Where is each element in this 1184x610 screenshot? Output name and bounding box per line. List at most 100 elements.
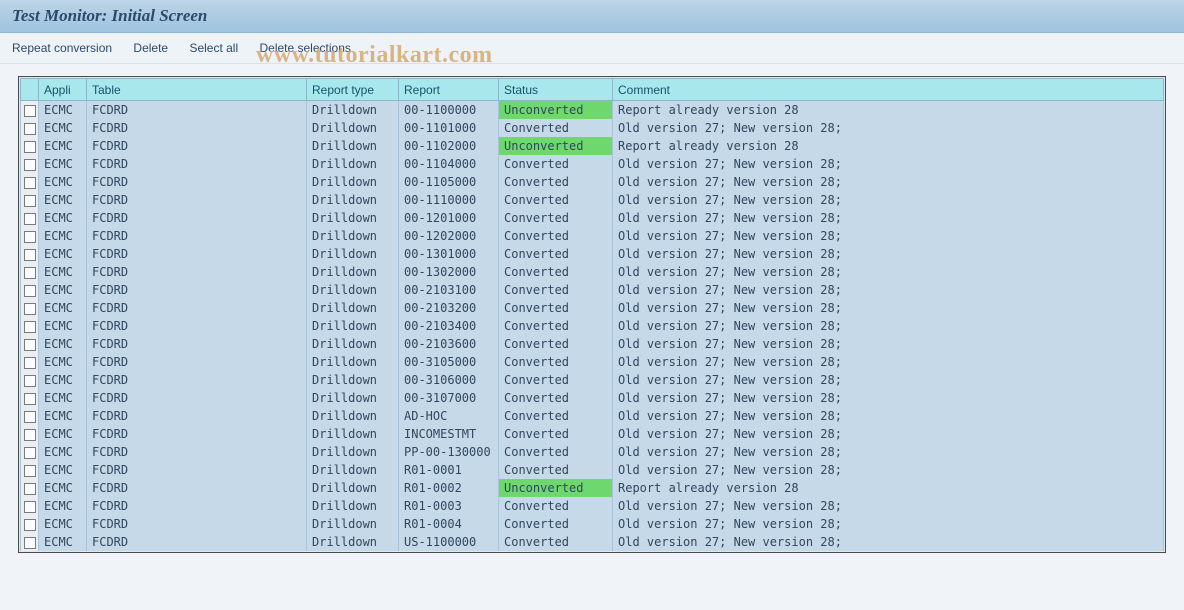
table-row[interactable]: ECMCFCDRDDrilldown00-2103400ConvertedOld… [21, 317, 1164, 335]
row-checkbox-cell[interactable] [21, 425, 39, 443]
row-checkbox[interactable] [24, 393, 36, 405]
table-row[interactable]: ECMCFCDRDDrilldown00-3106000ConvertedOld… [21, 371, 1164, 389]
table-row[interactable]: ECMCFCDRDDrilldown00-1105000ConvertedOld… [21, 173, 1164, 191]
row-checkbox[interactable] [24, 519, 36, 531]
cell-table: FCDRD [87, 497, 307, 515]
table-row[interactable]: ECMCFCDRDDrilldownAD-HOCConvertedOld ver… [21, 407, 1164, 425]
row-checkbox-cell[interactable] [21, 137, 39, 155]
row-checkbox-cell[interactable] [21, 263, 39, 281]
row-checkbox-cell[interactable] [21, 119, 39, 137]
table-row[interactable]: ECMCFCDRDDrilldown00-2103100ConvertedOld… [21, 281, 1164, 299]
row-checkbox[interactable] [24, 195, 36, 207]
table-row[interactable]: ECMCFCDRDDrilldownR01-0001ConvertedOld v… [21, 461, 1164, 479]
row-checkbox[interactable] [24, 375, 36, 387]
row-checkbox[interactable] [24, 483, 36, 495]
row-checkbox-cell[interactable] [21, 101, 39, 120]
row-checkbox-cell[interactable] [21, 497, 39, 515]
header-table[interactable]: Table [87, 79, 307, 101]
cell-report: 00-3105000 [399, 353, 499, 371]
cell-report: 00-3106000 [399, 371, 499, 389]
header-report[interactable]: Report [399, 79, 499, 101]
cell-comment: Old version 27; New version 28; [613, 497, 1164, 515]
cell-table: FCDRD [87, 461, 307, 479]
table-row[interactable]: ECMCFCDRDDrilldownPP-00-130000ConvertedO… [21, 443, 1164, 461]
row-checkbox[interactable] [24, 447, 36, 459]
row-checkbox-cell[interactable] [21, 173, 39, 191]
row-checkbox-cell[interactable] [21, 227, 39, 245]
table-row[interactable]: ECMCFCDRDDrilldown00-1201000ConvertedOld… [21, 209, 1164, 227]
header-comment[interactable]: Comment [613, 79, 1164, 101]
table-row[interactable]: ECMCFCDRDDrilldown00-1104000ConvertedOld… [21, 155, 1164, 173]
cell-report-type: Drilldown [307, 515, 399, 533]
table-row[interactable]: ECMCFCDRDDrilldownR01-0003ConvertedOld v… [21, 497, 1164, 515]
table-row[interactable]: ECMCFCDRDDrilldown00-1302000ConvertedOld… [21, 263, 1164, 281]
row-checkbox[interactable] [24, 123, 36, 135]
row-checkbox-cell[interactable] [21, 245, 39, 263]
row-checkbox[interactable] [24, 321, 36, 333]
select-all-button[interactable]: Select all [189, 41, 238, 55]
row-checkbox[interactable] [24, 231, 36, 243]
row-checkbox[interactable] [24, 357, 36, 369]
table-row[interactable]: ECMCFCDRDDrilldown00-2103200ConvertedOld… [21, 299, 1164, 317]
row-checkbox-cell[interactable] [21, 515, 39, 533]
row-checkbox-cell[interactable] [21, 281, 39, 299]
row-checkbox-cell[interactable] [21, 479, 39, 497]
row-checkbox-cell[interactable] [21, 461, 39, 479]
cell-appli: ECMC [39, 533, 87, 551]
row-checkbox[interactable] [24, 537, 36, 549]
row-checkbox-cell[interactable] [21, 443, 39, 461]
table-row[interactable]: ECMCFCDRDDrilldownUS-1100000ConvertedOld… [21, 533, 1164, 551]
table-row[interactable]: ECMCFCDRDDrilldown00-2103600ConvertedOld… [21, 335, 1164, 353]
row-checkbox-cell[interactable] [21, 335, 39, 353]
cell-report-type: Drilldown [307, 263, 399, 281]
row-checkbox-cell[interactable] [21, 191, 39, 209]
row-checkbox[interactable] [24, 177, 36, 189]
cell-appli: ECMC [39, 209, 87, 227]
table-row[interactable]: ECMCFCDRDDrilldown00-3107000ConvertedOld… [21, 389, 1164, 407]
repeat-conversion-button[interactable]: Repeat conversion [12, 41, 112, 55]
row-checkbox-cell[interactable] [21, 407, 39, 425]
row-checkbox[interactable] [24, 267, 36, 279]
cell-report: INCOMESTMT [399, 425, 499, 443]
table-row[interactable]: ECMCFCDRDDrilldownINCOMESTMTConvertedOld… [21, 425, 1164, 443]
row-checkbox[interactable] [24, 249, 36, 261]
cell-appli: ECMC [39, 335, 87, 353]
row-checkbox-cell[interactable] [21, 353, 39, 371]
table-row[interactable]: ECMCFCDRDDrilldown00-1301000ConvertedOld… [21, 245, 1164, 263]
row-checkbox-cell[interactable] [21, 155, 39, 173]
row-checkbox[interactable] [24, 303, 36, 315]
row-checkbox[interactable] [24, 465, 36, 477]
row-checkbox-cell[interactable] [21, 371, 39, 389]
row-checkbox-cell[interactable] [21, 533, 39, 551]
header-appli[interactable]: Appli [39, 79, 87, 101]
header-report-type[interactable]: Report type [307, 79, 399, 101]
table-row[interactable]: ECMCFCDRDDrilldown00-1202000ConvertedOld… [21, 227, 1164, 245]
row-checkbox[interactable] [24, 141, 36, 153]
cell-table: FCDRD [87, 245, 307, 263]
table-row[interactable]: ECMCFCDRDDrilldownR01-0002UnconvertedRep… [21, 479, 1164, 497]
cell-table: FCDRD [87, 335, 307, 353]
row-checkbox-cell[interactable] [21, 389, 39, 407]
table-row[interactable]: ECMCFCDRDDrilldown00-1100000UnconvertedR… [21, 101, 1164, 120]
row-checkbox[interactable] [24, 411, 36, 423]
row-checkbox[interactable] [24, 285, 36, 297]
table-row[interactable]: ECMCFCDRDDrilldown00-1101000ConvertedOld… [21, 119, 1164, 137]
delete-selections-button[interactable]: Delete selections [259, 41, 350, 55]
table-row[interactable]: ECMCFCDRDDrilldown00-1110000ConvertedOld… [21, 191, 1164, 209]
row-checkbox[interactable] [24, 213, 36, 225]
row-checkbox-cell[interactable] [21, 299, 39, 317]
delete-button[interactable]: Delete [133, 41, 168, 55]
cell-table: FCDRD [87, 407, 307, 425]
table-row[interactable]: ECMCFCDRDDrilldown00-3105000ConvertedOld… [21, 353, 1164, 371]
header-status[interactable]: Status [499, 79, 613, 101]
row-checkbox[interactable] [24, 501, 36, 513]
table-row[interactable]: ECMCFCDRDDrilldown00-1102000UnconvertedR… [21, 137, 1164, 155]
table-row[interactable]: ECMCFCDRDDrilldownR01-0004ConvertedOld v… [21, 515, 1164, 533]
row-checkbox[interactable] [24, 159, 36, 171]
row-checkbox-cell[interactable] [21, 317, 39, 335]
row-checkbox-cell[interactable] [21, 209, 39, 227]
row-checkbox[interactable] [24, 105, 36, 117]
cell-status: Converted [499, 353, 613, 371]
row-checkbox[interactable] [24, 429, 36, 441]
row-checkbox[interactable] [24, 339, 36, 351]
